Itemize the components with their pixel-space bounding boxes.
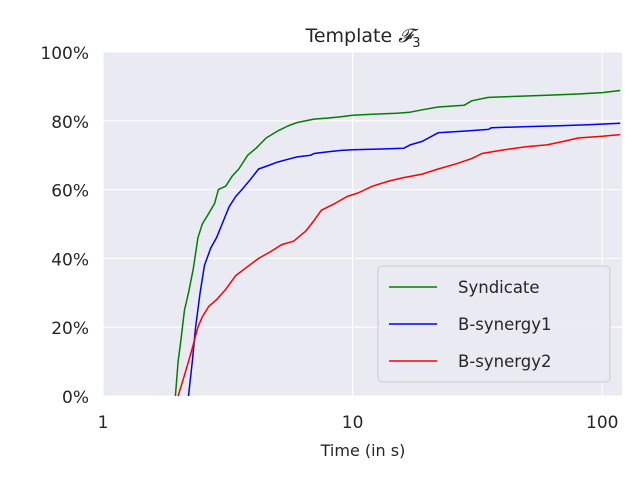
y-tick-label: 20% [51,319,89,339]
series-layer [174,89,621,397]
x-tick-label: 100 [586,413,618,433]
y-tick-label: 0% [62,388,89,408]
tick-labels: 1 10 100 0% 20% 40% 60% 80% 100% [40,44,618,433]
legend-box [377,265,611,383]
x-tick-label: 10 [342,413,364,433]
legend: Syndicate B-synergy1 B-synergy2 [377,265,611,383]
x-axis-label: Time (in s) [320,441,406,460]
legend-label: Syndicate [458,278,540,297]
y-tick-label: 40% [51,250,89,270]
legend-label: B-synergy2 [458,352,551,371]
gridlines [102,51,622,397]
series-line-b-synergy2 [177,133,621,397]
y-tick-label: 80% [51,113,89,133]
series-line-syndicate [174,89,621,397]
chart-title: Template 𝓕3 [304,25,420,51]
x-tick-label: 1 [98,413,109,433]
y-tick-label: 60% [51,182,89,202]
y-tick-label: 100% [40,44,89,64]
legend-label: B-synergy1 [458,315,551,334]
series-line-b-synergy1 [187,122,621,397]
